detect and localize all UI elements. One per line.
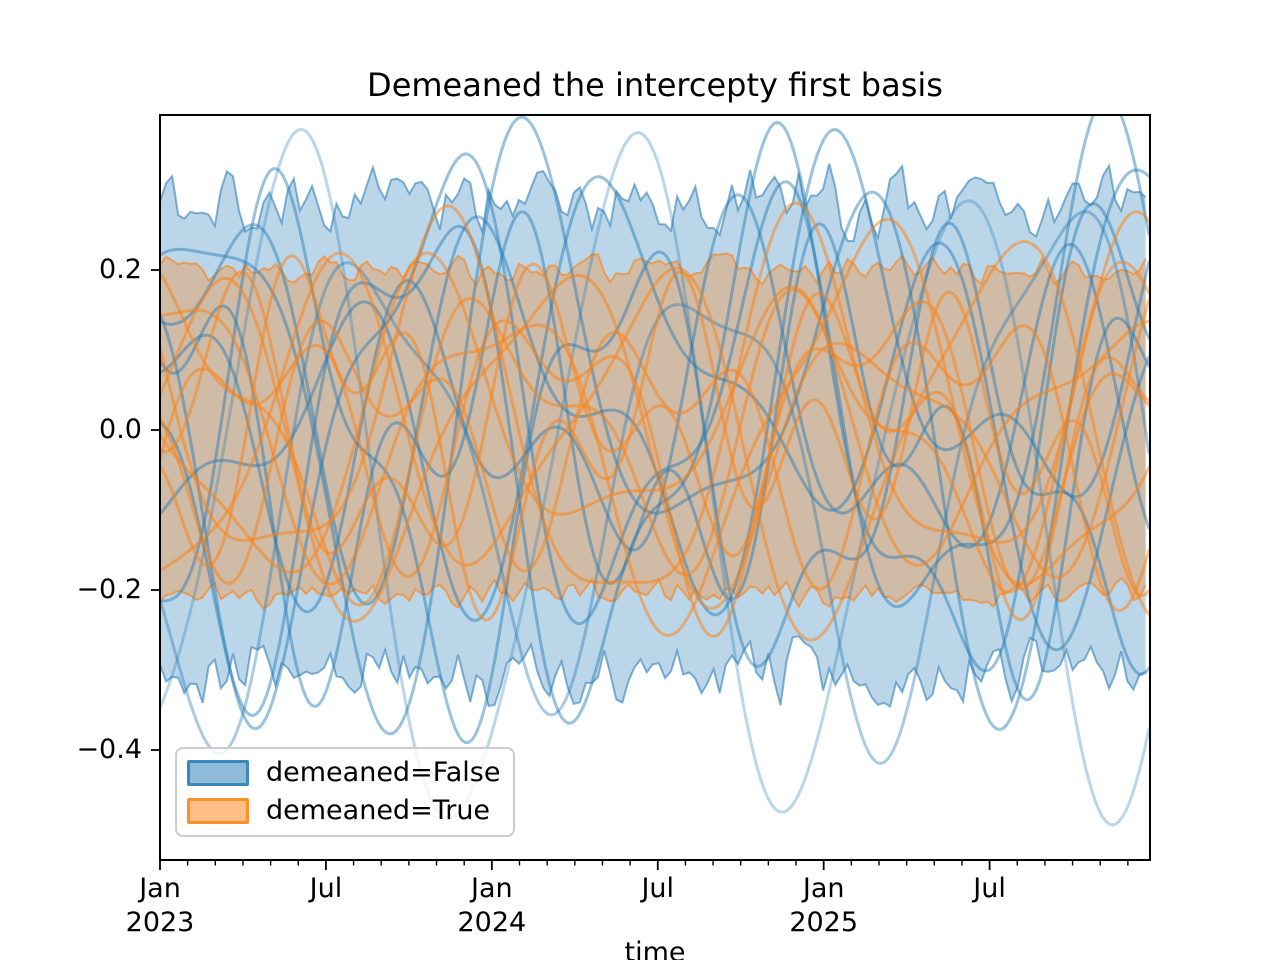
x-tick-label: Jul xyxy=(641,873,675,904)
chart-title: Demeaned the intercepty first basis xyxy=(367,66,943,104)
x-tick-label: Jan 2025 xyxy=(789,873,859,938)
legend-item-demeaned-false: demeaned=False xyxy=(187,756,513,788)
y-tick-label: −0.2 xyxy=(76,574,142,605)
legend-label: demeaned=True xyxy=(266,795,491,827)
legend-swatch-orange xyxy=(187,798,249,825)
legend: demeaned=False demeaned=True xyxy=(175,747,515,837)
x-tick-label: Jan 2023 xyxy=(125,873,195,938)
legend-label: demeaned=False xyxy=(266,756,501,788)
x-tick-label: Jan 2024 xyxy=(457,873,527,938)
legend-swatch-blue xyxy=(187,759,249,786)
legend-item-demeaned-true: demeaned=True xyxy=(187,796,513,826)
y-tick-label: 0.0 xyxy=(99,414,142,445)
x-axis-label: time xyxy=(624,937,686,960)
y-tick-label: −0.4 xyxy=(76,734,142,765)
x-tick-label: Jul xyxy=(309,873,343,904)
x-tick-label: Jul xyxy=(973,873,1006,904)
y-tick-label: 0.2 xyxy=(99,254,142,285)
